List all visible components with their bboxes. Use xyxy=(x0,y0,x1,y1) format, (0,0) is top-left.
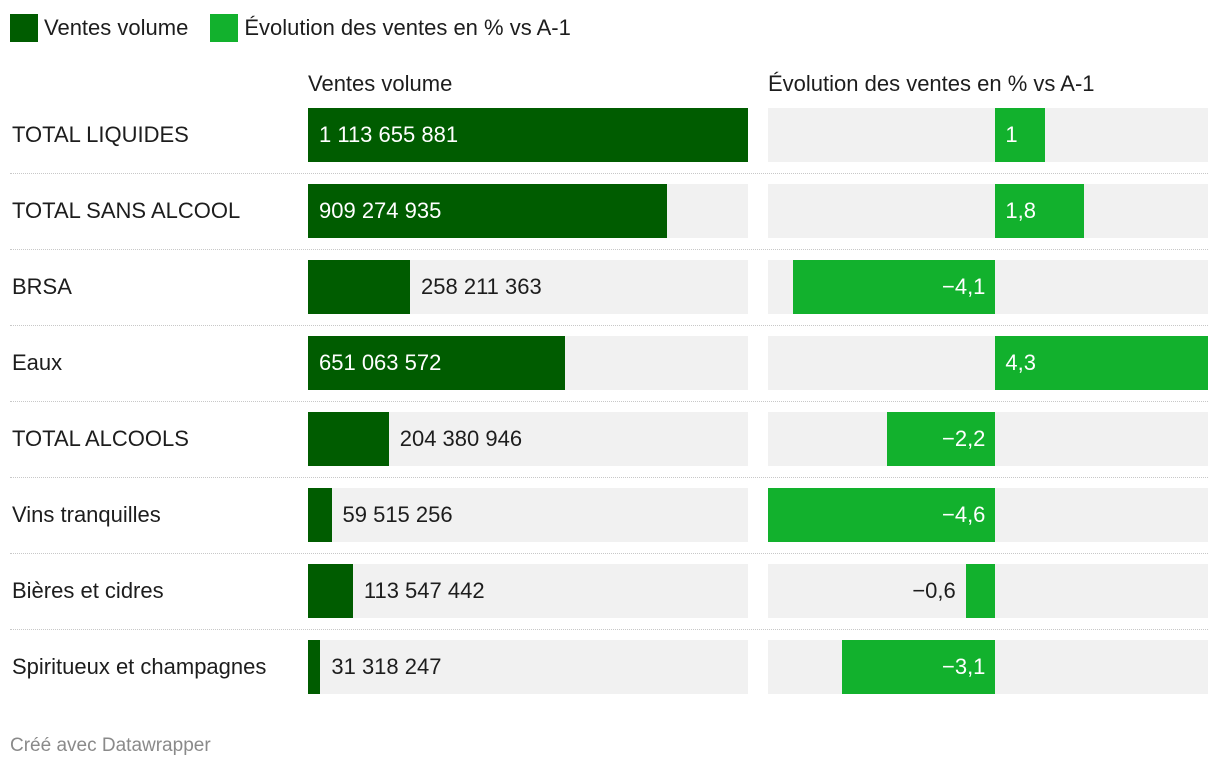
evolution-bar xyxy=(886,412,996,466)
row-label: Bières et cidres xyxy=(12,578,164,603)
row-label: Vins tranquilles xyxy=(12,502,161,527)
volume-bar xyxy=(308,260,411,314)
volume-track xyxy=(308,564,748,618)
volume-value-label: 651 063 572 xyxy=(319,350,442,375)
row-divider xyxy=(10,325,1208,326)
volume-bar xyxy=(308,640,321,694)
legend-item-volume: Ventes volume xyxy=(10,14,188,42)
evolution-value-label: −4,1 xyxy=(941,274,986,299)
row-label: BRSA xyxy=(12,274,72,299)
legend: Ventes volume Évolution des ventes en % … xyxy=(10,12,593,44)
evolution-bar xyxy=(995,336,1208,390)
evolution-bar xyxy=(842,640,996,694)
evolution-track xyxy=(768,108,1208,162)
evolution-value-label: −4,6 xyxy=(941,502,986,527)
volume-bar xyxy=(308,336,566,390)
row-label: TOTAL ALCOOLS xyxy=(12,426,189,451)
evolution-value-label: −0,6 xyxy=(912,578,956,603)
legend-item-evolution: Évolution des ventes en % vs A-1 xyxy=(210,14,571,42)
evolution-bar xyxy=(995,108,1045,162)
volume-value-label: 113 547 442 xyxy=(363,578,485,603)
row-divider xyxy=(10,629,1208,630)
evolution-value-label: 1 xyxy=(1005,122,1018,147)
volume-bar xyxy=(308,488,332,542)
volume-value-label: 31 318 247 xyxy=(331,654,442,679)
footer-credit: Créé avec Datawrapper xyxy=(10,735,211,756)
volume-bar xyxy=(308,564,353,618)
evolution-value-label: −2,2 xyxy=(941,426,986,451)
volume-bar xyxy=(308,412,389,466)
volume-value-label: 59 515 256 xyxy=(342,502,453,527)
legend-swatch-volume xyxy=(10,14,38,42)
volume-bar xyxy=(308,184,668,238)
volume-value-label: 204 380 946 xyxy=(399,426,523,451)
row-divider xyxy=(10,173,1208,174)
evolution-bar xyxy=(792,260,996,314)
evolution-value-label: 4,3 xyxy=(1005,350,1036,375)
evolution-bar xyxy=(965,564,996,618)
row-label: Spiritueux et champagnes xyxy=(12,654,267,679)
evolution-bar xyxy=(995,184,1085,238)
volume-value-label: 909 274 935 xyxy=(319,198,442,223)
evolution-value-label: −3,1 xyxy=(941,654,986,679)
volume-value-label: 258 211 363 xyxy=(421,274,542,299)
row-divider xyxy=(10,401,1208,402)
volume-value-label: 1 113 655 881 xyxy=(319,122,459,147)
volume-track xyxy=(308,640,748,694)
row-label: TOTAL SANS ALCOOL xyxy=(12,198,241,223)
column-header-volume: Ventes volume xyxy=(308,71,453,96)
legend-label-volume: Ventes volume xyxy=(44,15,189,40)
legend-swatch-evolution xyxy=(210,14,239,42)
row-divider xyxy=(10,553,1208,554)
row-label: TOTAL LIQUIDES xyxy=(12,122,189,147)
row-label: Eaux xyxy=(12,350,63,375)
column-header-evolution: Évolution des ventes en % vs A-1 xyxy=(768,71,1095,96)
volume-bar xyxy=(308,108,748,162)
legend-label-evolution: Évolution des ventes en % vs A-1 xyxy=(244,15,571,40)
evolution-value-label: 1,8 xyxy=(1005,198,1036,223)
row-divider xyxy=(10,477,1208,478)
row-divider xyxy=(10,249,1208,250)
evolution-bar xyxy=(768,488,996,542)
evolution-track xyxy=(768,184,1208,238)
volume-track xyxy=(308,488,748,542)
